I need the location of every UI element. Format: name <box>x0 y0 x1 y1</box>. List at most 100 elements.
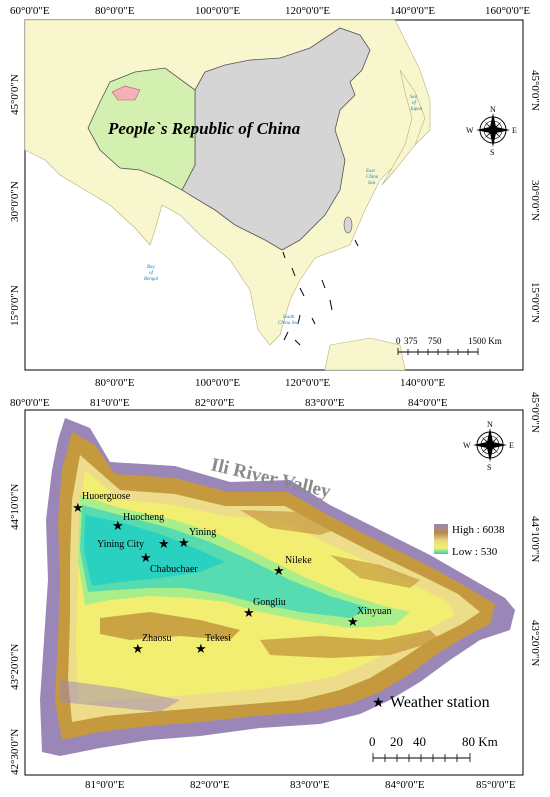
station-tekesi: ★Tekesi <box>195 633 231 656</box>
bottom-right-lat-labels: 45°0'0"N 44°10'0"N 43°20'0"N <box>529 392 541 666</box>
svg-text:★: ★ <box>347 614 359 629</box>
svg-text:★: ★ <box>72 500 84 515</box>
svg-text:45°0'0"N: 45°0'0"N <box>529 70 541 111</box>
svg-text:Bay: Bay <box>147 265 156 270</box>
svg-text:Yining: Yining <box>189 527 216 538</box>
top-left-lat-labels: 45°0'0"N 30°0'0"N 15°0'0"N <box>9 74 21 326</box>
svg-text:S: S <box>487 463 491 472</box>
bottom-bottom-lon-labels: 81°0'0"E 82°0'0"E 83°0'0"E 84°0'0"E 85°0… <box>85 779 516 791</box>
svg-text:375: 375 <box>404 336 418 346</box>
svg-text:N: N <box>490 105 496 114</box>
svg-text:80°0'0"E: 80°0'0"E <box>95 377 135 389</box>
station-chabuchaer: ★Chabuchaer <box>140 550 198 575</box>
svg-text:100°0'0"E: 100°0'0"E <box>195 5 240 17</box>
svg-text:★: ★ <box>158 536 170 551</box>
china-shape <box>181 27 371 251</box>
svg-text:★: ★ <box>273 563 285 578</box>
station-zhaosu: ★Zhaosu <box>132 633 171 656</box>
svg-text:South: South <box>283 315 295 320</box>
top-scale-bar: 0 375 750 1500 Km <box>396 336 502 355</box>
bottom-top-lon-labels: 80°0'0"E 81°0'0"E 82°0'0"E 83°0'0"E 84°0… <box>10 397 448 409</box>
svg-text:120°0'0"E: 120°0'0"E <box>285 5 330 17</box>
svg-text:Huoerguose: Huoerguose <box>82 491 131 502</box>
study-area-highlight <box>111 85 141 101</box>
svg-text:★: ★ <box>132 641 144 656</box>
weather-stations: ★Huoerguose ★Huocheng ★Yining City ★Yini… <box>72 491 391 656</box>
station-yining-city: ★ Yining City <box>97 536 170 551</box>
sea-label-east-china: East China Sea <box>365 169 379 186</box>
svg-text:Gongliu: Gongliu <box>253 597 286 608</box>
svg-text:★: ★ <box>372 696 385 711</box>
svg-text:W: W <box>466 126 474 135</box>
top-top-lon-labels: 60°0'0"E 80°0'0"E 100°0'0"E 120°0'0"E 14… <box>10 5 530 17</box>
china-title: People`s Republic of China <box>107 119 301 138</box>
svg-text:80°0'0"E: 80°0'0"E <box>95 5 135 17</box>
svg-text:60°0'0"E: 60°0'0"E <box>10 5 50 17</box>
top-right-lat-labels: 45°0'0"N 30°0'0"N 15°0'0"N <box>529 70 541 323</box>
svg-text:Zhaosu: Zhaosu <box>142 633 171 644</box>
svg-text:Tekesi: Tekesi <box>205 633 231 644</box>
svg-text:Weather station: Weather station <box>390 694 490 711</box>
svg-text:30°0'0"N: 30°0'0"N <box>9 181 21 222</box>
overview-map: People`s Republic of China Sea of Japan … <box>9 5 541 389</box>
sea-label-japan: Sea of Japan <box>410 95 423 112</box>
svg-text:82°0'0"E: 82°0'0"E <box>195 397 235 409</box>
svg-text:120°0'0"E: 120°0'0"E <box>285 377 330 389</box>
station-xinyuan: ★Xinyuan <box>347 606 391 629</box>
svg-text:★: ★ <box>140 550 152 565</box>
svg-text:Nileke: Nileke <box>285 555 312 566</box>
svg-text:45°0'0"N: 45°0'0"N <box>9 74 21 115</box>
svg-text:30°0'0"N: 30°0'0"N <box>529 180 541 221</box>
svg-text:Japan: Japan <box>410 107 423 112</box>
svg-text:Low : 530: Low : 530 <box>452 546 498 558</box>
svg-text:China Sea: China Sea <box>278 321 299 326</box>
svg-text:81°0'0"E: 81°0'0"E <box>85 779 125 791</box>
svg-text:42°30'0"N: 42°30'0"N <box>9 729 21 775</box>
svg-text:0: 0 <box>369 734 376 749</box>
svg-text:Sea: Sea <box>368 181 376 186</box>
svg-text:44°10'0"N: 44°10'0"N <box>9 484 21 530</box>
svg-text:of: of <box>149 271 154 276</box>
sea-label-bengal: Bay of Bengal <box>144 265 159 282</box>
svg-text:100°0'0"E: 100°0'0"E <box>195 377 240 389</box>
svg-text:44°10'0"N: 44°10'0"N <box>529 516 541 562</box>
svg-text:15°0'0"N: 15°0'0"N <box>9 285 21 326</box>
svg-text:85°0'0"E: 85°0'0"E <box>476 779 516 791</box>
svg-text:Chabuchaer: Chabuchaer <box>150 564 198 575</box>
ili-river-valley-map: Ili River Valley ★Huoerguose ★Huocheng ★… <box>9 392 541 791</box>
svg-text:Bengal: Bengal <box>144 277 159 282</box>
australia-edge <box>324 337 406 371</box>
valley-terrain <box>40 418 515 756</box>
station-nileke: ★Nileke <box>273 555 312 578</box>
svg-text:★: ★ <box>178 535 190 550</box>
svg-text:80 Km: 80 Km <box>462 734 498 749</box>
svg-text:40: 40 <box>413 734 426 749</box>
svg-text:15°0'0"N: 15°0'0"N <box>529 282 541 323</box>
station-huocheng: ★Huocheng <box>112 512 164 533</box>
svg-text:High : 6038: High : 6038 <box>452 524 505 536</box>
svg-text:Yining City: Yining City <box>97 539 144 550</box>
svg-text:S: S <box>490 148 494 157</box>
japan-landmass <box>381 69 426 186</box>
svg-text:80°0'0"E: 80°0'0"E <box>10 397 50 409</box>
station-huoerguose: ★Huoerguose <box>72 491 131 515</box>
svg-text:1500 Km: 1500 Km <box>468 336 502 346</box>
svg-text:0: 0 <box>396 336 401 346</box>
xinjiang-shape <box>87 67 196 191</box>
svg-text:750: 750 <box>428 336 442 346</box>
svg-text:83°0'0"E: 83°0'0"E <box>290 779 330 791</box>
station-gongliu: ★Gongliu <box>243 597 286 620</box>
station-yining: ★Yining <box>178 527 216 550</box>
svg-text:★: ★ <box>243 605 255 620</box>
svg-text:84°0'0"E: 84°0'0"E <box>408 397 448 409</box>
svg-text:160°0'0"E: 160°0'0"E <box>485 5 530 17</box>
sea-label-south-china: South China Sea <box>278 315 299 326</box>
elevation-legend: High : 6038 Low : 530 <box>434 524 505 558</box>
svg-text:43°20'0"N: 43°20'0"N <box>529 620 541 666</box>
svg-text:★: ★ <box>195 641 207 656</box>
svg-text:East: East <box>365 169 376 174</box>
svg-text:E: E <box>512 126 517 135</box>
svg-text:Sea: Sea <box>410 95 418 100</box>
svg-text:45°0'0"N: 45°0'0"N <box>529 392 541 433</box>
bottom-scale-bar: 0 20 40 80 Km <box>369 734 498 762</box>
